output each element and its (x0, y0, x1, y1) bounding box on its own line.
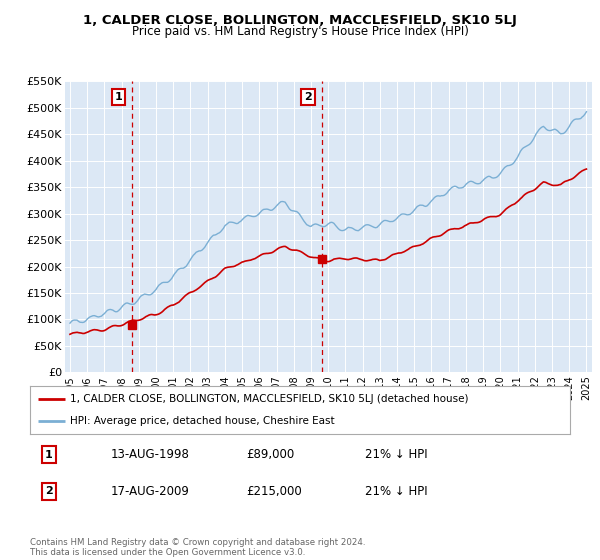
Text: 1, CALDER CLOSE, BOLLINGTON, MACCLESFIELD, SK10 5LJ: 1, CALDER CLOSE, BOLLINGTON, MACCLESFIEL… (83, 14, 517, 27)
Text: HPI: Average price, detached house, Cheshire East: HPI: Average price, detached house, Ches… (71, 416, 335, 426)
Text: Contains HM Land Registry data © Crown copyright and database right 2024.
This d: Contains HM Land Registry data © Crown c… (30, 538, 365, 557)
Text: £215,000: £215,000 (246, 485, 302, 498)
Text: 21% ↓ HPI: 21% ↓ HPI (365, 448, 427, 461)
Text: 2: 2 (304, 92, 312, 102)
Text: 2: 2 (45, 486, 53, 496)
Text: £89,000: £89,000 (246, 448, 294, 461)
Text: 1: 1 (115, 92, 122, 102)
Text: Price paid vs. HM Land Registry's House Price Index (HPI): Price paid vs. HM Land Registry's House … (131, 25, 469, 38)
Text: 1: 1 (45, 450, 53, 460)
Bar (132, 81, 322, 372)
Text: 1, CALDER CLOSE, BOLLINGTON, MACCLESFIELD, SK10 5LJ (detached house): 1, CALDER CLOSE, BOLLINGTON, MACCLESFIEL… (71, 394, 469, 404)
Text: 13-AUG-1998: 13-AUG-1998 (111, 448, 190, 461)
Text: 21% ↓ HPI: 21% ↓ HPI (365, 485, 427, 498)
Text: 17-AUG-2009: 17-AUG-2009 (111, 485, 190, 498)
